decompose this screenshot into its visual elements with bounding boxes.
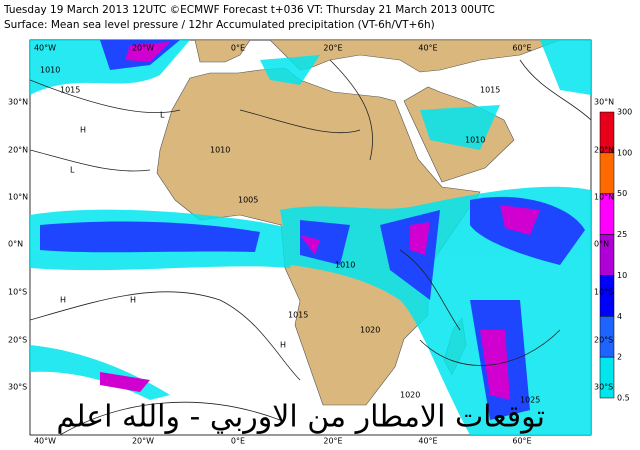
pressure-center: H — [60, 296, 66, 305]
latitude-label: 30°S — [594, 383, 613, 392]
latitude-label: 30°N — [594, 98, 614, 107]
latitude-label: 0°N — [8, 240, 23, 249]
longitude-label: 20°E — [323, 437, 342, 446]
latitude-label: 20°S — [594, 336, 613, 345]
legend: 300 100 50 25 10 4 2 0.5 — [599, 108, 632, 403]
legend-label: 300 — [617, 108, 632, 117]
longitude-label: 20°W — [132, 437, 154, 446]
longitude-label: 20°E — [323, 44, 342, 53]
latitude-label: 10°S — [594, 288, 613, 297]
longitude-label: 60°E — [512, 44, 531, 53]
legend-swatch — [599, 152, 615, 194]
isobar-label: 1010 — [465, 136, 485, 145]
pressure-center: L — [160, 111, 165, 120]
isobar-label: 1010 — [210, 146, 230, 155]
isobar-label: 1010 — [40, 66, 60, 75]
longitude-label: 40°W — [34, 437, 56, 446]
isobar-label: 1025 — [520, 396, 540, 405]
legend-label: 0.5 — [617, 394, 630, 403]
isobar-label: 1015 — [288, 311, 308, 320]
latitude-label: 30°N — [8, 98, 28, 107]
latitude-label: 10°N — [594, 193, 614, 202]
map: توقعات الامطار من الاوربي - والله اعلم — [29, 39, 592, 436]
legend-label: 50 — [617, 189, 627, 198]
longitude-label: 60°E — [512, 437, 531, 446]
latitude-label: 20°S — [8, 336, 27, 345]
isobar-label: 1015 — [60, 86, 80, 95]
latitude-label: 0°N — [594, 240, 609, 249]
legend-label: 100 — [617, 148, 632, 157]
pressure-center: L — [70, 166, 75, 175]
header-line: Surface: Mean sea level pressure / 12hr … — [4, 19, 435, 31]
isobar — [30, 59, 591, 435]
latitude-label: 30°S — [8, 383, 27, 392]
longitude-label: 20°W — [132, 44, 154, 53]
pressure-center: H — [80, 126, 86, 135]
latitude-label: 10°S — [8, 288, 27, 297]
legend-label: 4 — [617, 312, 622, 321]
pressure-center: H — [280, 341, 286, 350]
isobar-label: 1020 — [360, 326, 380, 335]
pressure-center: H — [130, 296, 136, 305]
isobar-label: 1015 — [480, 86, 500, 95]
legend-swatch — [599, 356, 615, 399]
isobar-label: 1010 — [335, 261, 355, 270]
precipitation — [40, 40, 585, 420]
longitude-label: 0°E — [231, 437, 245, 446]
legend-label: 2 — [617, 353, 622, 362]
header-line: Tuesday 19 March 2013 12UTC ©ECMWF Forec… — [3, 4, 495, 16]
latitude-label: 20°N — [8, 146, 28, 155]
longitude-label: 40°E — [418, 437, 437, 446]
isobar-label: 1005 — [238, 196, 258, 205]
longitude-label: 40°E — [418, 44, 437, 53]
legend-label: 10 — [617, 271, 627, 280]
legend-label: 25 — [617, 230, 627, 239]
latitude-label: 10°N — [8, 193, 28, 202]
latitude-label: 20°N — [594, 146, 614, 155]
watermark: توقعات الامطار من الاوربي - والله اعلم — [56, 400, 545, 435]
longitude-label: 0°E — [231, 44, 245, 53]
isobar-label: 1020 — [400, 391, 420, 400]
longitude-label: 40°W — [34, 44, 56, 53]
